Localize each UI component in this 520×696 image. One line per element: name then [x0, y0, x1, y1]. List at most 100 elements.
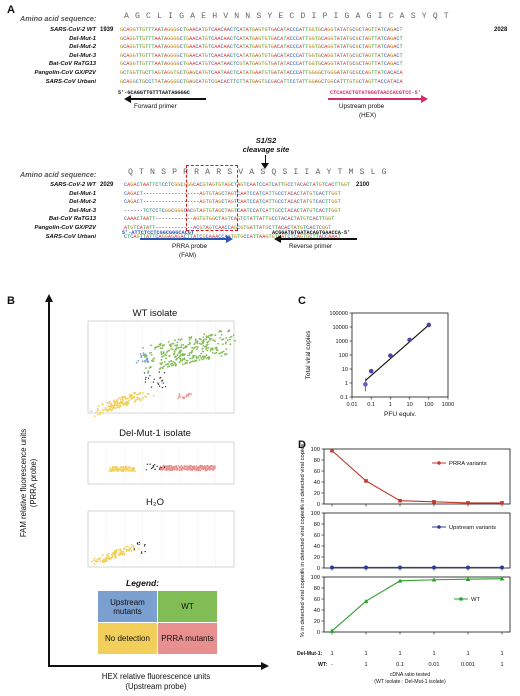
- droplet: [153, 357, 155, 359]
- data-point: [364, 565, 368, 570]
- droplet: [110, 557, 113, 559]
- droplet: [175, 468, 178, 470]
- droplet: [125, 465, 128, 468]
- droplet: [168, 360, 171, 363]
- droplet: [180, 467, 183, 470]
- droplet: [126, 468, 129, 471]
- nt-sequence-row: GCTGGTTGCTTAGTAGGTGCTGAGCATGTCAATAACTCAT…: [120, 70, 403, 76]
- droplet: [140, 398, 143, 401]
- droplet: [227, 330, 230, 333]
- droplet: [181, 360, 184, 362]
- droplet: [229, 336, 232, 339]
- droplet: [160, 358, 163, 361]
- droplet: [221, 338, 223, 341]
- droplet: [99, 413, 102, 416]
- droplet: [202, 336, 205, 338]
- droplet: [162, 352, 165, 355]
- droplet: [189, 465, 192, 468]
- droplet: [176, 347, 178, 350]
- end-number-1: 2028: [494, 27, 508, 33]
- droplet: [194, 338, 197, 341]
- droplet: [130, 393, 133, 396]
- droplet: [152, 360, 155, 363]
- droplet: [186, 393, 188, 396]
- droplet: [113, 399, 115, 402]
- y-tick-label: 80: [314, 522, 320, 528]
- y-tick-label: 40: [314, 608, 320, 614]
- forward-primer-label: Forward primer: [134, 103, 177, 110]
- droplet: [198, 342, 201, 345]
- legend-label: WT: [471, 597, 480, 603]
- nt-sequence-row: GCAGGTTGTTTAATAGGGGCTGAACATGTCAACAACTCAT…: [120, 44, 403, 51]
- droplet: [146, 393, 149, 395]
- droplet: [202, 358, 205, 360]
- droplet: [165, 351, 168, 354]
- y-tick-label: 20: [314, 491, 320, 497]
- droplet: [105, 560, 108, 562]
- droplet: [212, 469, 214, 471]
- droplet: [144, 395, 146, 398]
- droplet: [118, 554, 121, 556]
- droplet: [215, 351, 218, 354]
- droplet: [155, 346, 158, 349]
- droplet: [122, 550, 125, 553]
- droplet: [201, 358, 204, 361]
- droplet: [202, 340, 204, 342]
- droplet: [218, 352, 221, 355]
- droplet: [115, 469, 118, 471]
- droplet: [145, 376, 147, 379]
- nt-sequence-row: GCAGGTTGTTTAATAGGGGCTGAACATGTCAACAACTCAT…: [120, 27, 403, 33]
- droplet: [152, 464, 154, 467]
- droplet: [130, 549, 133, 552]
- droplet: [163, 365, 165, 368]
- fam-axis-label-2: (PRRA probe): [29, 458, 38, 508]
- droplet: [165, 354, 168, 357]
- droplet: [225, 341, 227, 344]
- droplet: [179, 349, 182, 352]
- wt-value: 1: [364, 662, 367, 668]
- droplet: [203, 466, 206, 469]
- droplet: [149, 365, 152, 368]
- droplet: [144, 354, 147, 357]
- del-mut-value: 1: [466, 651, 469, 657]
- droplet: [122, 466, 125, 468]
- cdna-ratio-label-1: cDNA ratio tested: [389, 672, 431, 678]
- reverse-primer-label: Reverse primer: [289, 243, 333, 250]
- droplet: [156, 465, 158, 468]
- droplet: [117, 398, 119, 400]
- droplet: [153, 378, 155, 380]
- droplet: [147, 372, 149, 374]
- droplet: [191, 350, 193, 353]
- upstream-probe-label: Upstream probe: [339, 103, 385, 110]
- droplet: [136, 396, 139, 399]
- droplet: [141, 360, 144, 363]
- cleavage-arrow-shaft: [265, 155, 266, 166]
- droplet: [101, 409, 104, 411]
- droplet: [121, 400, 124, 403]
- x-tick-label: 100: [424, 402, 433, 408]
- droplet: [176, 341, 179, 344]
- droplet: [150, 354, 153, 356]
- panel-a-label: A: [7, 4, 15, 16]
- droplet: [160, 342, 162, 345]
- droplet: [188, 467, 190, 469]
- droplet: [138, 397, 141, 400]
- fam-axis-label: FAM relative fluorescence units (PRRA pr…: [19, 383, 49, 583]
- cdna-ratio-label: cDNA ratio tested (WT isolate : Del-Mut-…: [360, 672, 460, 686]
- droplet: [127, 397, 129, 400]
- droplet: [230, 335, 233, 338]
- droplet: [189, 357, 191, 360]
- nt-sequence-row: ATGTCATATT------------ACGTAGTCAACCAGCGTG…: [124, 225, 332, 231]
- droplet: [120, 550, 123, 552]
- droplet: [177, 397, 180, 400]
- legend-upstream-mutants: Upstream mutants: [97, 590, 158, 623]
- del-mut-row-label: Del-Mut-1:: [297, 651, 323, 657]
- droplet: [179, 339, 182, 341]
- droplet: [142, 396, 144, 399]
- droplet: [101, 403, 104, 405]
- data-point: [364, 479, 368, 483]
- droplet: [175, 358, 178, 360]
- droplet: [106, 409, 109, 412]
- sequence-row-label: Bat-CoV RaTG13: [48, 216, 96, 223]
